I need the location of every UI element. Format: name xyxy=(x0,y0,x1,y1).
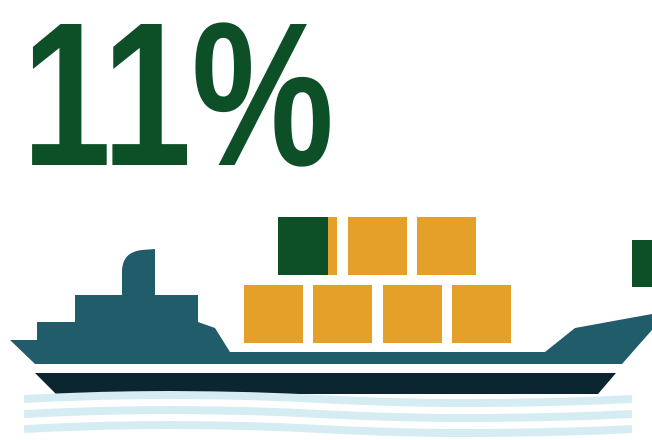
water xyxy=(23,391,633,437)
keel xyxy=(35,373,616,394)
hull xyxy=(10,295,652,364)
container xyxy=(383,285,442,343)
containers xyxy=(244,217,652,343)
wave xyxy=(23,391,633,407)
container xyxy=(417,217,476,275)
wave xyxy=(23,421,633,437)
container-filled xyxy=(278,217,328,275)
wave xyxy=(23,406,633,422)
container xyxy=(452,285,511,343)
container-edge xyxy=(632,240,652,287)
container xyxy=(313,285,372,343)
container xyxy=(244,285,303,343)
container-part xyxy=(328,217,337,275)
chimney xyxy=(122,249,155,298)
container xyxy=(348,217,407,275)
ship xyxy=(10,249,652,394)
headline: 11% xyxy=(22,0,334,209)
